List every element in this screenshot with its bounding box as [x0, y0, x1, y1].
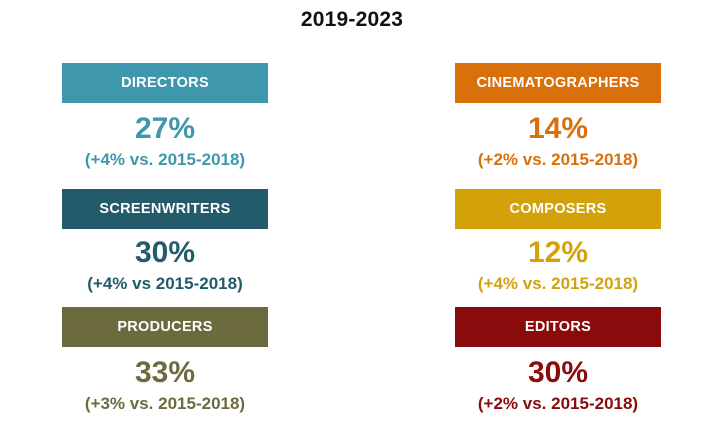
producers-label: PRODUCERS [62, 307, 268, 347]
cinematographers-percent: 14% [527, 112, 589, 145]
directors-label: DIRECTORS [62, 63, 268, 103]
page-title: 2019-2023 [300, 8, 404, 31]
cinematographers-change: (+2% vs. 2015-2018) [477, 150, 639, 169]
composers-label: COMPOSERS [455, 189, 661, 229]
editors-label: EDITORS [455, 307, 661, 347]
producers-change: (+3% vs. 2015-2018) [84, 394, 246, 413]
editors-percent: 30% [527, 356, 589, 389]
cinematographers-label: CINEMATOGRAPHERS [455, 63, 661, 103]
screenwriters-label: SCREENWRITERS [62, 189, 268, 229]
composers-percent: 12% [527, 236, 589, 269]
composers-change: (+4% vs. 2015-2018) [477, 274, 639, 293]
directors-percent: 27% [134, 112, 196, 145]
screenwriters-percent: 30% [134, 236, 196, 269]
screenwriters-change: (+4% vs 2015-2018) [87, 274, 243, 293]
directors-change: (+4% vs. 2015-2018) [84, 150, 246, 169]
producers-percent: 33% [134, 356, 196, 389]
editors-change: (+2% vs. 2015-2018) [477, 394, 639, 413]
